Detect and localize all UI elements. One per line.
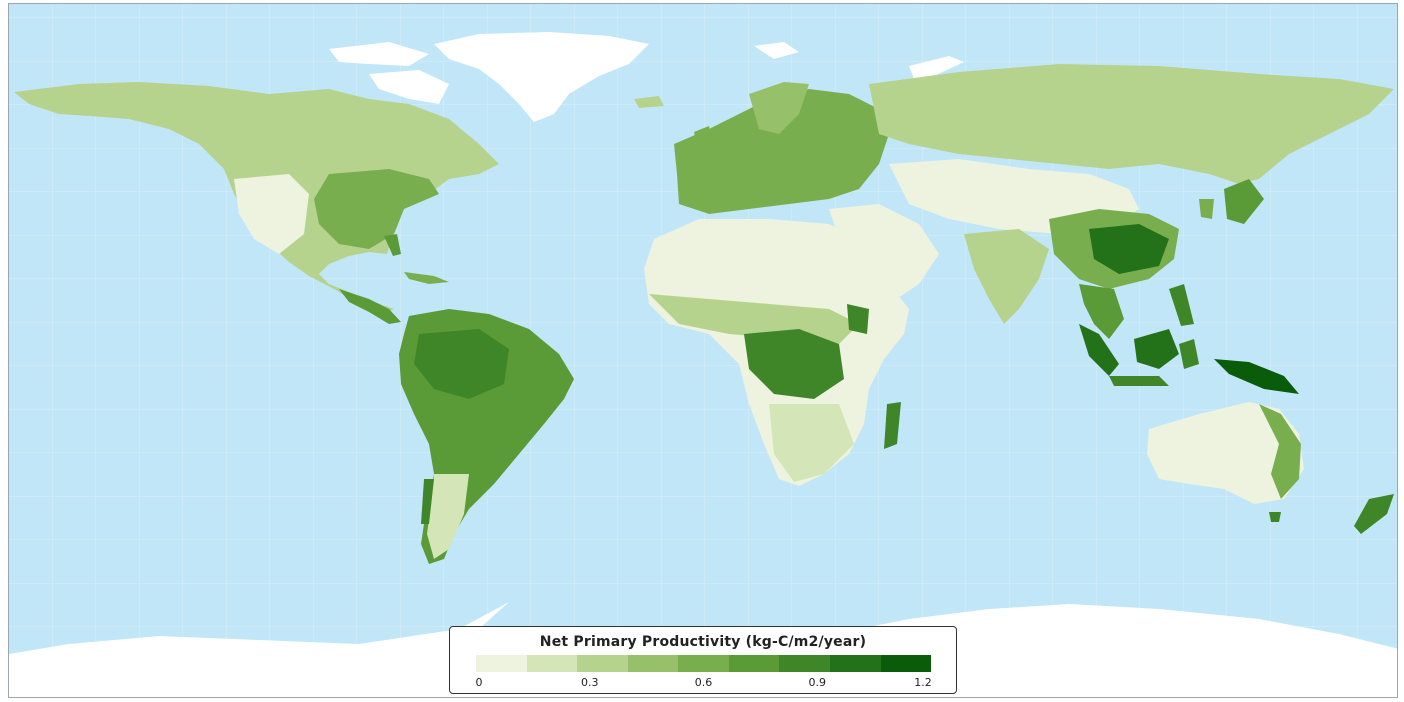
tasmania [1269, 512, 1281, 522]
scandinavia [749, 82, 809, 134]
legend-tick-1: 0.3 [581, 676, 599, 689]
java [1109, 376, 1169, 386]
korea [1199, 199, 1214, 219]
madagascar [884, 402, 901, 449]
iceland [634, 96, 664, 108]
legend-colorbar [476, 655, 932, 672]
arctic-islands [329, 42, 449, 104]
legend-swatch-0 [476, 655, 527, 672]
us-west-arid [234, 174, 309, 254]
australia-east-coast [1259, 404, 1301, 499]
russia [869, 64, 1394, 184]
philippines [1169, 284, 1194, 326]
new-guinea [1214, 359, 1299, 394]
sumatra [1079, 324, 1119, 376]
borneo [1134, 329, 1179, 369]
legend-title: Net Primary Productivity (kg-C/m2/year) [539, 634, 867, 650]
uk [694, 126, 714, 154]
congo [744, 329, 844, 399]
novaya-zemlya [909, 56, 964, 79]
sahel [649, 294, 859, 344]
india [964, 229, 1049, 324]
legend-tick-2: 0.6 [694, 676, 713, 689]
chile [421, 479, 434, 524]
legend-tick-4: 1.2 [914, 676, 932, 689]
greenland [434, 32, 649, 122]
caribbean [404, 272, 449, 284]
legend-tick-3: 0.9 [808, 676, 827, 689]
legend-swatch-2 [577, 655, 628, 672]
usa-east [314, 169, 439, 249]
world-map[interactable] [8, 3, 1398, 698]
patagonia [427, 474, 469, 559]
legend-swatch-4 [678, 655, 729, 672]
japan [1224, 179, 1264, 224]
legend-swatch-5 [728, 655, 780, 672]
legend-swatch-3 [627, 655, 679, 672]
south-china [1089, 224, 1169, 274]
central-america [339, 289, 401, 324]
legend-tick-0: 0 [475, 676, 483, 689]
legend-swatch-6 [779, 655, 830, 672]
europe [674, 89, 889, 214]
svalbard [754, 42, 799, 59]
ethiopian-highlands [847, 304, 869, 334]
amazon [414, 329, 509, 399]
legend-swatch-8 [880, 655, 932, 672]
southern-africa [769, 404, 854, 482]
legend-swatch-1 [526, 655, 578, 672]
southeast-asia [1079, 284, 1124, 339]
australia [1147, 402, 1304, 504]
new-zealand [1354, 494, 1394, 534]
florida [384, 234, 401, 256]
legend: Net Primary Productivity (kg-C/m2/year) … [449, 626, 957, 694]
legend-swatch-7 [829, 655, 881, 672]
sulawesi [1179, 339, 1199, 369]
map-svg [9, 4, 1397, 697]
